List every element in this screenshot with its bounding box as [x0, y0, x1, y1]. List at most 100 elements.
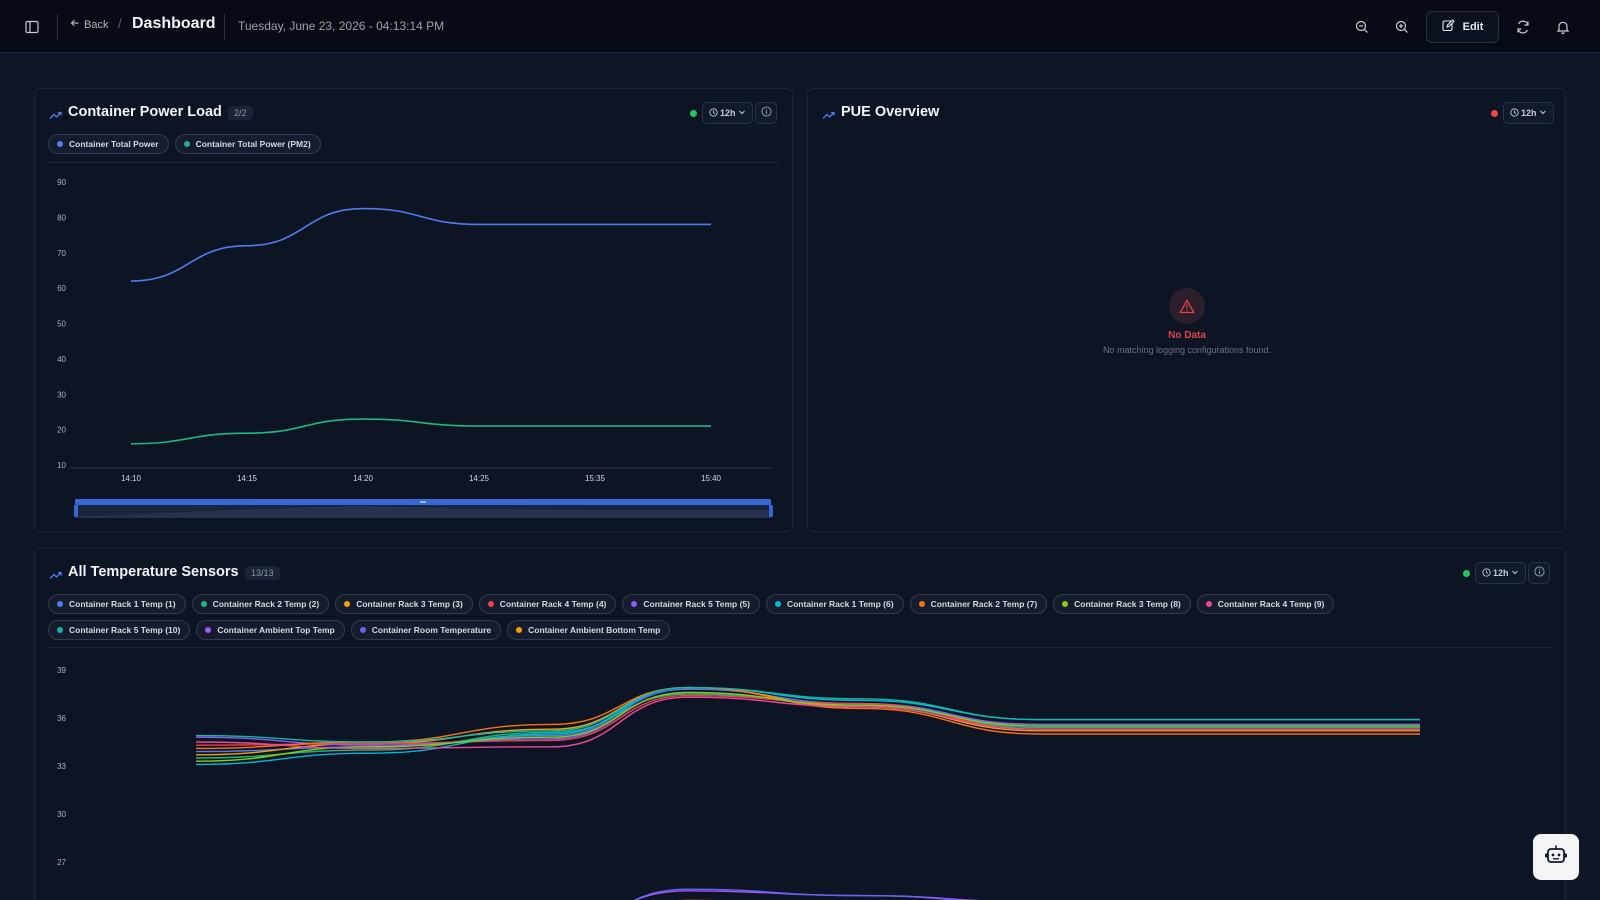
range-slider[interactable]	[74, 499, 773, 518]
y-tick-label: 33	[57, 762, 66, 771]
legend-chip[interactable]: Container Rack 3 Temp (8)	[1053, 594, 1191, 614]
x-tick-label: 15:35	[585, 474, 606, 483]
legend-color-dot	[359, 627, 366, 633]
zoom-in-icon[interactable]	[1388, 13, 1416, 41]
legend-chip[interactable]: Container Rack 1 Temp (6)	[765, 594, 904, 614]
legend-chip[interactable]: Container Total Power (PM2)	[174, 134, 321, 154]
series-line-8[interactable]	[195, 696, 1420, 750]
divider	[48, 162, 779, 163]
legend-color-dot	[205, 627, 212, 633]
series-line-9[interactable]	[195, 686, 1420, 743]
slider-left-handle[interactable]	[74, 505, 78, 517]
back-label: Back	[84, 18, 109, 31]
power-legend: Container Total Power Container Total Po…	[48, 134, 768, 154]
x-tick-label: 14:20	[353, 474, 374, 483]
series-count-badge: 2/2	[228, 106, 253, 120]
panel-title: Container Power Load	[68, 104, 222, 120]
series-line-1[interactable]	[195, 693, 1420, 759]
edit-button[interactable]: Edit	[1426, 11, 1499, 43]
x-tick-label: 14:10	[121, 474, 142, 483]
arrow-left-icon	[70, 18, 80, 31]
legend-label: Container Rack 2 Temp (7)	[930, 599, 1038, 609]
legend-chip[interactable]: Container Rack 2 Temp (2)	[191, 594, 330, 614]
y-tick-label: 36	[57, 714, 66, 723]
series-line-11[interactable]	[196, 888, 1420, 900]
trend-up-icon	[49, 107, 62, 125]
y-tick-label: 20	[57, 426, 66, 435]
sidebar-toggle-icon[interactable]	[18, 13, 46, 41]
legend-chip[interactable]: Container Ambient Top Temp	[196, 620, 345, 640]
y-tick-label: 10	[57, 461, 66, 470]
edit-icon	[1442, 19, 1455, 35]
trend-up-icon	[822, 107, 835, 125]
datetime-display: Tuesday, June 23, 2026 - 04:13:14 PM	[238, 19, 445, 33]
legend-chip[interactable]: Container Rack 3 Temp (3)	[335, 594, 473, 614]
legend-chip[interactable]: Container Rack 5 Temp (10)	[48, 620, 191, 640]
status-indicator	[1463, 570, 1470, 577]
legend-label: Container Rack 5 Temp (5)	[643, 599, 750, 609]
legend-label: Container Rack 3 Temp (3)	[356, 599, 463, 609]
series-line-7[interactable]	[195, 691, 1420, 762]
temperature-legend: Container Rack 1 Temp (1) Container Rack …	[48, 594, 1468, 640]
y-tick-label: 40	[57, 355, 66, 364]
legend-chip[interactable]: Container Rack 2 Temp (7)	[909, 594, 1048, 614]
time-range-dropdown[interactable]: 12h	[702, 102, 753, 124]
back-button[interactable]: Back	[70, 18, 108, 31]
legend-color-dot	[516, 627, 523, 633]
y-tick-label: 60	[57, 284, 66, 293]
series-line-10[interactable]	[196, 890, 1420, 900]
bell-icon[interactable]	[1549, 13, 1577, 41]
legend-chip[interactable]: Container Total Power	[48, 134, 169, 154]
series-line-4[interactable]	[195, 691, 1420, 746]
assistant-bot-button[interactable]	[1533, 834, 1579, 880]
time-range-dropdown[interactable]: 12h	[1475, 562, 1526, 584]
legend-color-dot	[631, 601, 638, 607]
series-line-0[interactable]	[130, 207, 711, 282]
slider-grip-icon[interactable]	[420, 501, 426, 503]
legend-color-dot	[774, 601, 781, 607]
clock-icon	[709, 107, 718, 119]
info-button[interactable]	[1528, 562, 1550, 584]
legend-label: Container Rack 1 Temp (6)	[786, 599, 894, 609]
legend-chip[interactable]: Container Room Temperature	[350, 620, 502, 640]
legend-label: Container Room Temperature	[371, 625, 492, 635]
y-tick-label: 30	[57, 390, 66, 399]
y-tick-label: 39	[57, 666, 66, 675]
legend-color-dot	[57, 601, 63, 607]
power-line-chart: 90 80 70 60 50 40 30 20 10 14:10 14:15 14:20 14:25 1…	[57, 178, 773, 518]
slider-right-handle[interactable]	[769, 505, 773, 517]
time-range-dropdown[interactable]: 12h	[1503, 102, 1554, 124]
refresh-icon[interactable]	[1509, 13, 1537, 41]
legend-label: Container Rack 1 Temp (1)	[69, 599, 176, 609]
no-data-state: No Data No matching logging configuratio…	[808, 288, 1566, 355]
legend-chip[interactable]: Container Rack 4 Temp (4)	[478, 594, 617, 614]
series-line-1[interactable]	[130, 418, 711, 445]
x-tick-label: 14:25	[469, 474, 490, 483]
legend-color-dot	[918, 601, 925, 607]
y-tick-label: 70	[57, 249, 66, 258]
no-data-title: No Data	[1168, 330, 1206, 341]
legend-label: Container Ambient Bottom Temp	[528, 625, 661, 635]
info-button[interactable]	[755, 102, 777, 124]
legend-chip[interactable]: Container Rack 1 Temp (1)	[48, 594, 186, 614]
y-tick-label: 80	[57, 213, 66, 222]
chevron-down-icon	[1539, 108, 1547, 118]
info-icon	[1533, 564, 1545, 582]
y-tick-label: 27	[57, 858, 66, 867]
info-icon	[760, 104, 772, 122]
status-indicator	[1491, 110, 1498, 117]
trend-up-icon	[49, 567, 62, 585]
legend-chip[interactable]: Container Rack 5 Temp (5)	[622, 594, 760, 614]
y-tick-label: 90	[57, 178, 66, 187]
legend-label: Container Rack 3 Temp (8)	[1074, 599, 1181, 609]
top-bar: Back / Dashboard Tuesday, June 23, 2026 …	[0, 0, 1600, 53]
warning-icon	[1169, 288, 1205, 324]
zoom-out-icon[interactable]	[1348, 13, 1376, 41]
clock-icon	[1482, 567, 1491, 579]
page-title: Dashboard	[132, 15, 216, 32]
x-tick-label: 15:40	[701, 474, 722, 483]
legend-chip[interactable]: Container Rack 4 Temp (9)	[1196, 594, 1335, 614]
clock-icon	[1510, 107, 1519, 119]
status-indicator	[690, 110, 697, 117]
legend-chip[interactable]: Container Ambient Bottom Temp	[507, 620, 671, 640]
